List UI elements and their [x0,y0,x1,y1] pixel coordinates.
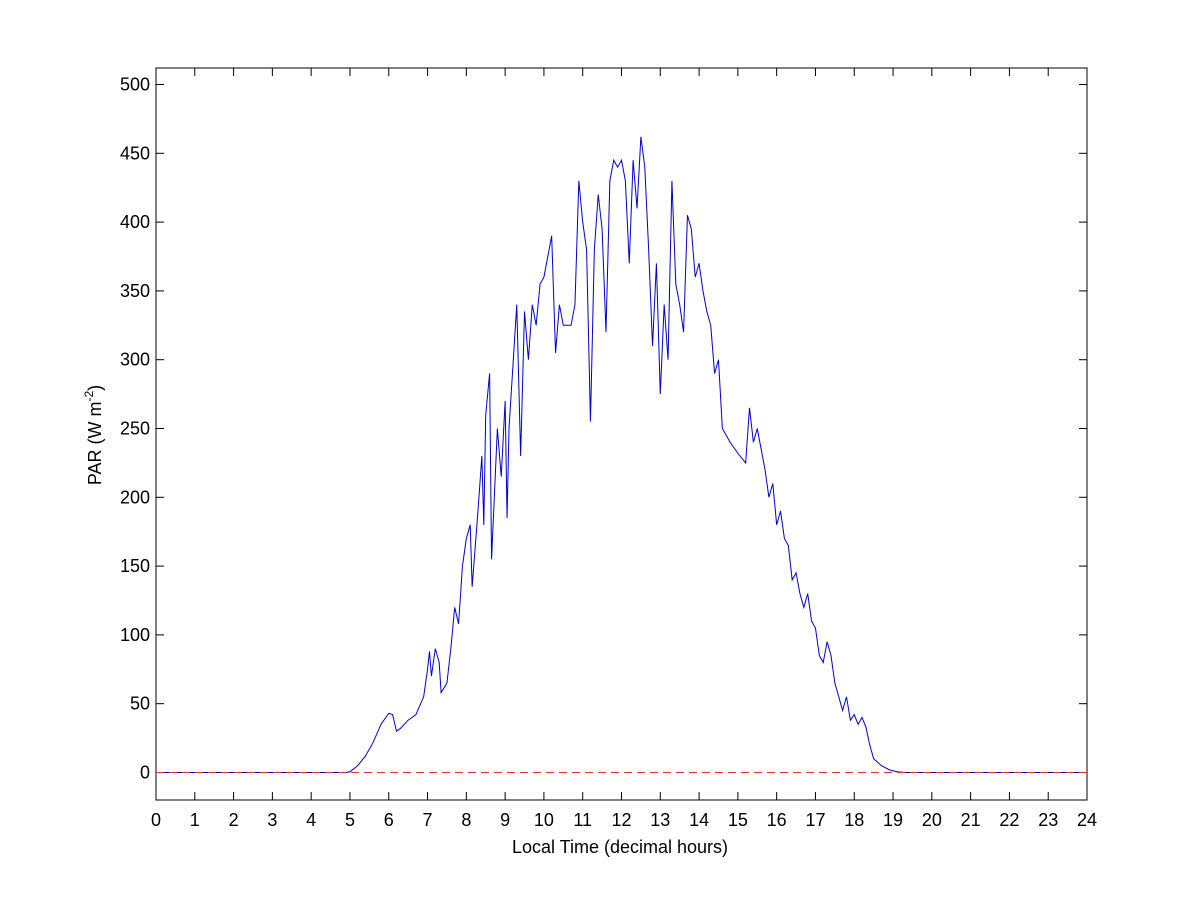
x-tick-label: 11 [573,810,592,830]
x-tick-label: 23 [1038,810,1058,830]
x-tick-label: 9 [500,810,510,830]
x-tick-label: 22 [999,810,1019,830]
x-tick-label: 6 [384,810,394,830]
x-tick-label: 15 [728,810,748,830]
x-tick-label: 3 [267,810,277,830]
y-axis-label: PAR (W m-2) [82,385,105,485]
y-tick-label: 200 [120,487,150,507]
x-tick-label: 21 [961,810,981,830]
x-tick-label: 4 [306,810,316,830]
x-tick-label: 20 [922,810,942,830]
y-label-end: ) [85,385,105,391]
x-tick-label: 2 [229,810,239,830]
x-tick-label: 14 [689,810,709,830]
x-tick-label: 17 [805,810,825,830]
x-tick-label: 0 [151,810,161,830]
x-tick-label: 13 [650,810,670,830]
y-tick-label: 100 [120,625,150,645]
x-tick-label: 8 [461,810,471,830]
y-tick-label: 150 [120,556,150,576]
y-tick-label: 50 [130,694,150,714]
y-tick-label: 0 [140,762,150,782]
y-tick-label: 500 [120,75,150,95]
x-tick-label: 7 [423,810,433,830]
x-tick-label: 12 [611,810,631,830]
y-tick-label: 350 [120,281,150,301]
x-tick-label: 24 [1077,810,1097,830]
x-tick-label: 10 [534,810,554,830]
y-tick-label: 450 [120,143,150,163]
y-tick-label: 300 [120,350,150,370]
y-label-sup: -2 [82,391,96,402]
y-label-text: PAR (W m [85,402,105,486]
x-tick-label: 5 [345,810,355,830]
y-tick-label: 400 [120,212,150,232]
x-tick-label: 1 [190,810,200,830]
x-axis-label: Local Time (decimal hours) [512,837,728,857]
plot-frame [155,67,1088,801]
x-tick-label: 19 [883,810,903,830]
series-line [156,136,1087,773]
y-tick-label: 250 [120,418,150,438]
x-tick-label: 18 [844,810,864,830]
x-tick-label: 16 [767,810,787,830]
